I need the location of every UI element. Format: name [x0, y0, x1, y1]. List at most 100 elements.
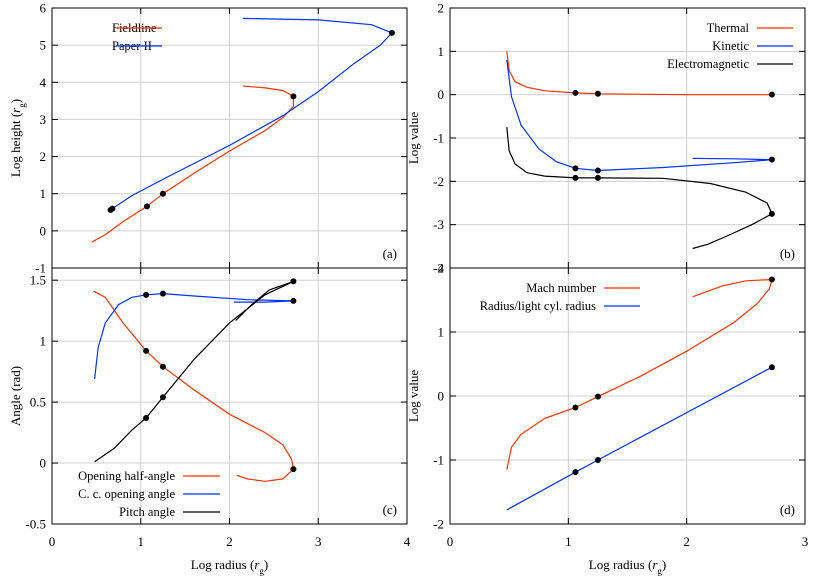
- y-tick-label: -2: [433, 517, 444, 532]
- y-tick-label: 0: [438, 389, 445, 404]
- data-point: [572, 89, 579, 96]
- panel-tag: (b): [780, 246, 795, 261]
- y-tick-label: 1: [438, 325, 445, 340]
- data-point: [290, 466, 297, 473]
- series-line-mach-number: [692, 278, 772, 298]
- y-axis-label: Angle (rad): [8, 366, 23, 426]
- panel-tag: (a): [383, 246, 397, 261]
- y-tick-label: 5: [40, 38, 47, 53]
- data-point: [572, 174, 579, 181]
- y-tick-label: 0: [40, 223, 47, 238]
- y-tick-label: 1: [40, 186, 47, 201]
- x-tick-label: 3: [315, 534, 322, 549]
- y-tick-label: 2: [438, 1, 445, 16]
- x-tick-label: 2: [226, 534, 233, 549]
- y-tick-label: -2: [433, 174, 444, 189]
- series-line-electromagnetic: [692, 213, 773, 250]
- data-point: [159, 363, 166, 370]
- data-point: [143, 203, 150, 210]
- data-point: [768, 210, 775, 217]
- data-point: [143, 347, 150, 354]
- panel-d: -2 -1 0 1 2 0 1 2 3 Log radius (rg) Log value (d) Ma…: [406, 261, 808, 577]
- data-point: [594, 457, 601, 463]
- series-line-pitch-angle: [235, 280, 294, 321]
- y-axis-label: Log height (rg): [8, 99, 27, 177]
- series-line-opening-half-angle: [236, 468, 294, 482]
- x-axis-label: Log radius (rg): [191, 557, 268, 576]
- y-tick-label: -1: [433, 131, 444, 146]
- series-line-thermal: [506, 51, 772, 96]
- data-point: [594, 393, 601, 400]
- data-point: [594, 167, 601, 174]
- y-tick-label: 1: [40, 334, 47, 349]
- legend-label: Opening half-angle: [78, 469, 175, 483]
- panel-tag: (d): [780, 502, 795, 517]
- y-tick-label: 2: [40, 149, 47, 164]
- series-line-fieldline: [242, 85, 294, 97]
- data-point: [768, 156, 775, 163]
- series-line-paper-ii: [111, 32, 393, 210]
- y-tick-label: 2: [438, 261, 445, 276]
- data-point: [109, 205, 116, 212]
- data-point: [768, 91, 775, 98]
- y-axis-label: Log value: [406, 370, 421, 423]
- x-tick-label: 0: [447, 534, 454, 549]
- data-point: [290, 93, 297, 100]
- legend-label: Pitch angle: [119, 505, 175, 519]
- y-tick-label: 4: [40, 75, 47, 90]
- y-tick-label: 0.5: [30, 395, 46, 410]
- y-tick-label: -3: [433, 217, 444, 232]
- y-tick-label: 3: [40, 112, 47, 127]
- data-point: [572, 404, 579, 411]
- series-line-c-c-opening-angle: [94, 292, 294, 379]
- y-tick-label: -1: [433, 453, 444, 468]
- series-line-kinetic: [506, 59, 772, 172]
- legend-label: C. c. opening angle: [78, 487, 175, 501]
- data-point: [290, 297, 297, 304]
- legend-label: Electromagnetic: [667, 57, 749, 71]
- x-tick-label: 1: [565, 534, 572, 549]
- panel-b: -4 -3 -2 -1 0 1 2 Log value (b) Thermal Kinetic Ele…: [406, 1, 806, 276]
- series-line-radius-light-cyl-radius: [506, 366, 773, 511]
- x-tick-label: 2: [683, 534, 690, 549]
- y-tick-label: 1: [438, 44, 445, 59]
- series-line-c-c-opening-angle: [233, 300, 294, 303]
- series-line-electromagnetic: [506, 127, 773, 215]
- data-point: [388, 29, 395, 36]
- x-axis-label: Log radius (rg): [589, 557, 666, 576]
- y-axis-label: Log value: [406, 112, 421, 165]
- data-point: [594, 174, 601, 181]
- legend-label: Thermal: [707, 21, 750, 35]
- series-line-pitch-angle: [94, 280, 294, 463]
- y-tick-label: -0.5: [25, 517, 46, 532]
- data-point: [159, 290, 166, 297]
- legend-label: Kinetic: [712, 39, 749, 53]
- x-tick-label: 3: [802, 534, 809, 549]
- data-point: [143, 414, 150, 421]
- y-tick-label: 0: [438, 87, 445, 102]
- data-point: [572, 469, 579, 476]
- series-line-mach-number: [506, 279, 773, 470]
- legend-label: Radius/light cyl. radius: [480, 299, 596, 313]
- data-point: [290, 278, 297, 285]
- data-point: [768, 276, 775, 283]
- series-line-kinetic: [692, 157, 772, 161]
- y-tick-label: 0: [40, 456, 47, 471]
- series-line-paper-ii: [242, 17, 393, 34]
- y-tick-label: -4: [433, 261, 444, 276]
- data-point: [572, 165, 579, 172]
- series-line-fieldline: [91, 96, 294, 243]
- y-tick-label: 6: [40, 1, 47, 16]
- legend-label: Mach number: [526, 281, 597, 295]
- series-line-opening-half-angle: [93, 290, 294, 470]
- data-point: [768, 364, 775, 371]
- y-tick-label: 1.5: [30, 273, 46, 288]
- x-tick-label: 4: [404, 534, 411, 549]
- panel-tag: (c): [383, 502, 397, 517]
- data-point: [143, 291, 150, 298]
- data-point: [159, 190, 166, 197]
- x-tick-label: 0: [49, 534, 56, 549]
